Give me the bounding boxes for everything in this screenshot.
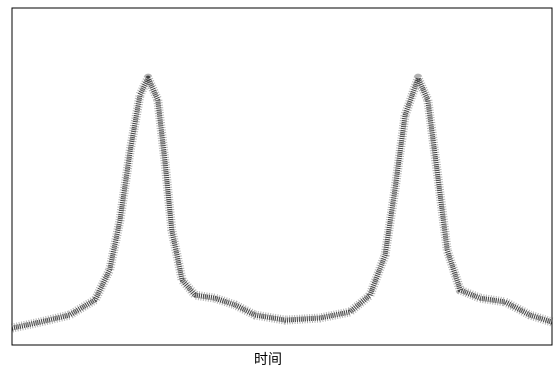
data-line [11,75,553,331]
x-axis-label: 时间 [254,352,282,368]
plot-frame [11,7,553,346]
data-band [11,73,554,333]
